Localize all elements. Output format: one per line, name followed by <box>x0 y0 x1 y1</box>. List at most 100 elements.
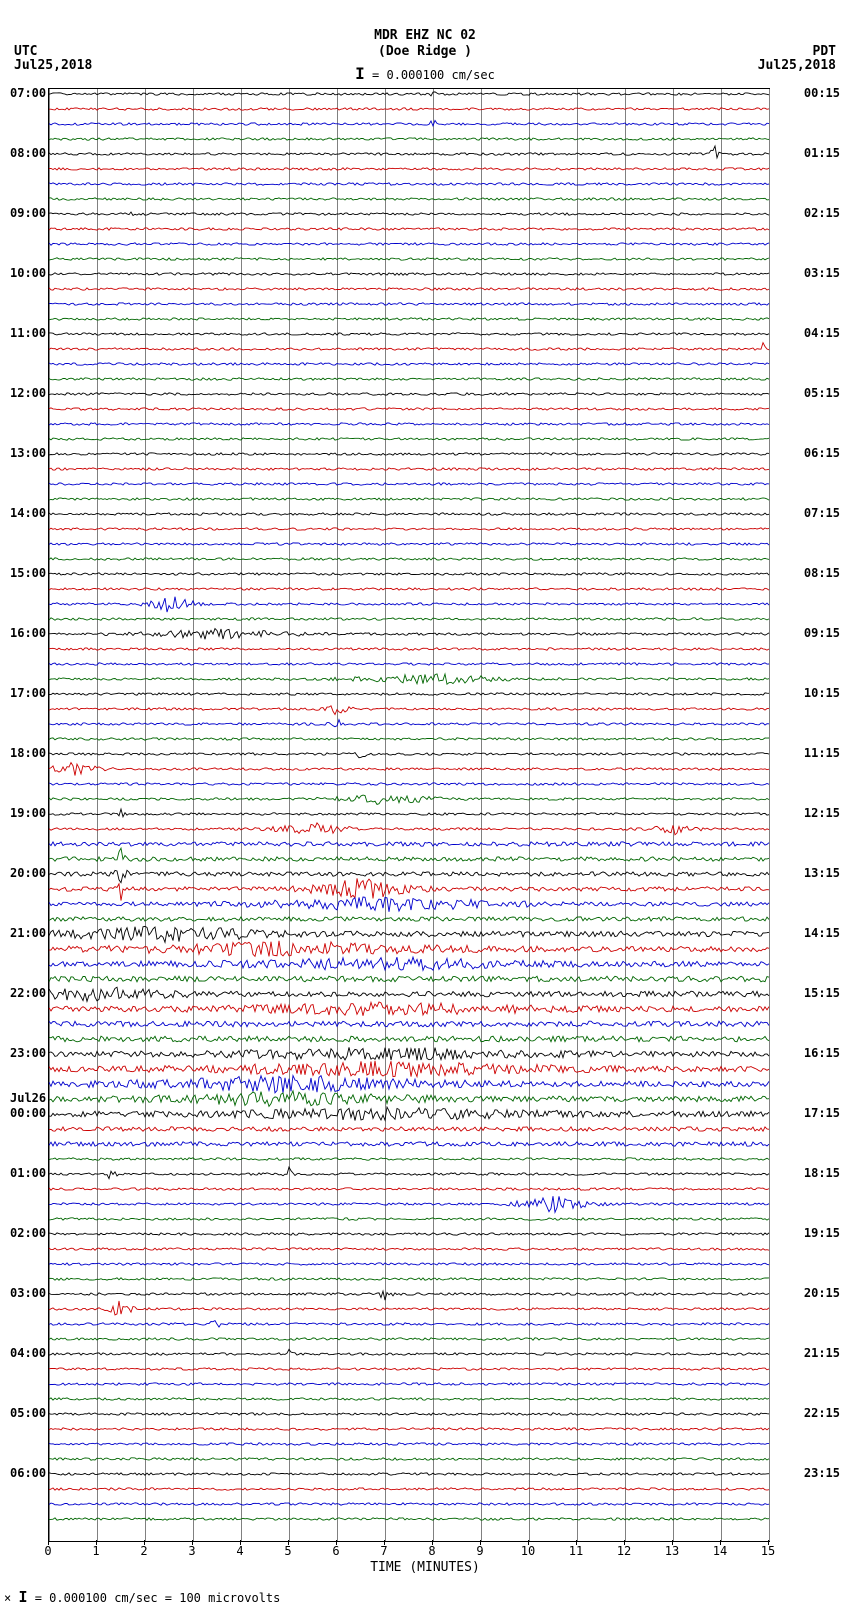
seismic-trace <box>49 753 769 758</box>
seismic-trace <box>49 1518 769 1520</box>
seismic-trace <box>49 629 769 640</box>
seismic-trace <box>49 848 769 861</box>
utc-time-label: 04:00 <box>10 1346 46 1360</box>
utc-time-label: 20:00 <box>10 866 46 880</box>
seismic-trace <box>49 1301 769 1315</box>
seismic-trace <box>49 498 769 500</box>
seismic-trace <box>49 1278 769 1280</box>
utc-time-label: 00:00 <box>10 1106 46 1120</box>
seismic-trace <box>49 543 769 545</box>
seismic-trace <box>49 423 769 425</box>
seismic-trace <box>49 108 769 110</box>
x-tick-label: 3 <box>188 1544 195 1558</box>
utc-time-label: 09:00 <box>10 206 46 220</box>
seismic-trace <box>49 1218 769 1220</box>
seismic-trace <box>49 183 769 185</box>
seismic-trace <box>49 783 769 785</box>
seismic-trace <box>49 168 769 170</box>
seismic-trace <box>49 483 769 485</box>
pdt-time-label: 22:15 <box>804 1406 840 1420</box>
seismic-trace <box>49 1167 769 1179</box>
pdt-time-label: 13:15 <box>804 866 840 880</box>
seismic-trace <box>49 1503 769 1505</box>
seismic-trace <box>49 917 769 921</box>
seismic-trace <box>49 1263 769 1265</box>
utc-time-label: 12:00 <box>10 386 46 400</box>
timezone-right: PDT <box>813 44 836 59</box>
utc-time-label: 01:00 <box>10 1166 46 1180</box>
seismic-trace <box>49 941 769 957</box>
pdt-time-label: 01:15 <box>804 146 840 160</box>
seismic-trace <box>49 408 769 410</box>
x-tick-label: 9 <box>476 1544 483 1558</box>
date-left: Jul25,2018 <box>14 58 92 73</box>
x-tick-label: 14 <box>713 1544 727 1558</box>
pdt-time-label: 20:15 <box>804 1286 840 1300</box>
seismic-trace <box>49 1488 769 1490</box>
x-tick-label: 11 <box>569 1544 583 1558</box>
seismic-trace <box>49 674 769 684</box>
seismic-trace <box>49 1443 769 1445</box>
x-tick-label: 4 <box>236 1544 243 1558</box>
seismogram-container: MDR EHZ NC 02 (Doe Ridge ) I = 0.000100 … <box>0 0 850 1613</box>
pdt-time-label: 14:15 <box>804 926 840 940</box>
seismic-trace <box>49 343 769 351</box>
utc-time-label: 10:00 <box>10 266 46 280</box>
seismic-trace <box>49 823 769 835</box>
utc-time-label: 18:00 <box>10 746 46 760</box>
utc-time-label: 05:00 <box>10 1406 46 1420</box>
seismic-trace <box>49 273 769 275</box>
utc-time-label: 02:00 <box>10 1226 46 1240</box>
pdt-time-label: 09:15 <box>804 626 840 640</box>
pdt-time-label: 06:15 <box>804 446 840 460</box>
utc-time-label: 17:00 <box>10 686 46 700</box>
pdt-time-label: 12:15 <box>804 806 840 820</box>
pdt-time-label: 23:15 <box>804 1466 840 1480</box>
seismic-trace <box>49 738 769 740</box>
x-tick-label: 1 <box>92 1544 99 1558</box>
utc-time-label: 19:00 <box>10 806 46 820</box>
seismic-trace <box>49 1383 769 1385</box>
pdt-time-label: 02:15 <box>804 206 840 220</box>
seismic-trace <box>49 809 769 817</box>
utc-time-label: 14:00 <box>10 506 46 520</box>
pdt-time-label: 05:15 <box>804 386 840 400</box>
seismic-trace <box>49 926 769 942</box>
seismic-trace <box>49 1233 769 1235</box>
x-tick-label: 7 <box>380 1544 387 1558</box>
utc-time-label: 23:00 <box>10 1046 46 1060</box>
station-title: MDR EHZ NC 02 <box>0 28 850 43</box>
seismic-trace <box>49 1002 769 1016</box>
x-tick-label: 2 <box>140 1544 147 1558</box>
seismic-trace <box>49 303 769 305</box>
utc-time-label: 07:00 <box>10 86 46 100</box>
chart-area <box>48 88 770 1542</box>
seismic-trace <box>49 1338 769 1340</box>
seismic-trace <box>49 693 769 695</box>
seismic-trace <box>49 1473 769 1475</box>
seismic-trace <box>49 763 769 776</box>
timezone-left: UTC <box>14 44 37 59</box>
seismic-trace <box>49 1036 769 1042</box>
seismic-trace <box>49 146 769 158</box>
utc-time-label: 16:00 <box>10 626 46 640</box>
seismic-trace <box>49 1321 769 1327</box>
seismic-trace <box>49 842 769 846</box>
seismic-trace <box>49 1127 769 1131</box>
pdt-time-label: 18:15 <box>804 1166 840 1180</box>
seismic-trace <box>49 453 769 455</box>
seismic-trace <box>49 618 769 620</box>
seismic-trace <box>49 1248 769 1250</box>
pdt-time-label: 15:15 <box>804 986 840 1000</box>
pdt-time-label: 08:15 <box>804 566 840 580</box>
seismic-trace <box>49 1291 769 1300</box>
seismic-trace <box>49 121 769 126</box>
seismic-trace <box>49 1196 769 1212</box>
pdt-time-label: 21:15 <box>804 1346 840 1360</box>
seismic-trace <box>49 558 769 560</box>
x-tick-label: 15 <box>761 1544 775 1558</box>
seismic-trace <box>49 318 769 320</box>
pdt-time-label: 19:15 <box>804 1226 840 1240</box>
seismic-trace <box>49 1413 769 1415</box>
utc-time-label: 08:00 <box>10 146 46 160</box>
